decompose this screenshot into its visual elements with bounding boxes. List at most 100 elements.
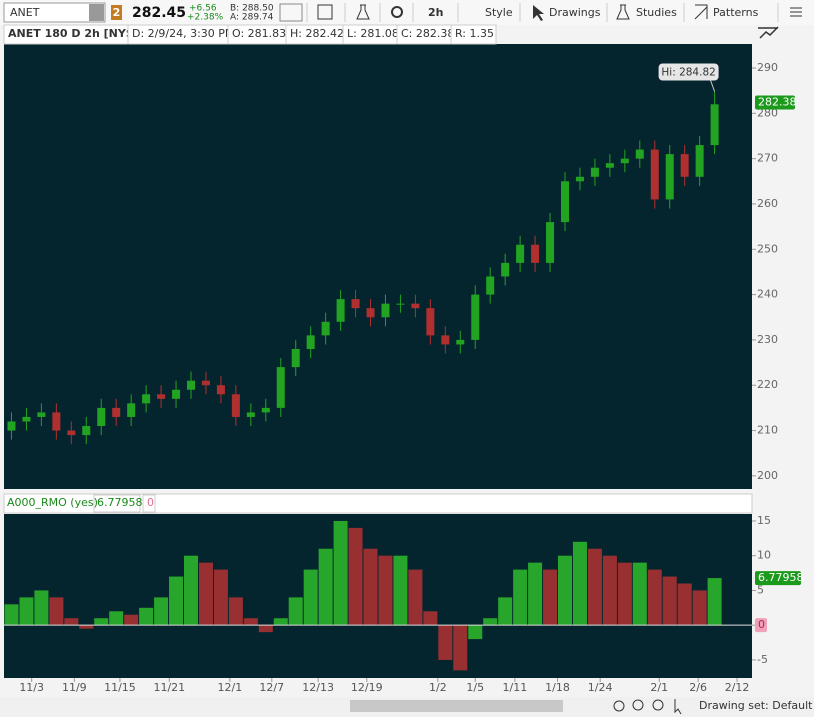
candle-body bbox=[82, 426, 91, 436]
candle-body bbox=[456, 339, 465, 345]
histogram-bar bbox=[408, 569, 423, 626]
candle-body bbox=[231, 394, 240, 417]
x-tick-label: 1/5 bbox=[466, 681, 484, 694]
menu-button[interactable] bbox=[790, 7, 802, 17]
candle-body bbox=[291, 348, 300, 368]
candle-body bbox=[52, 412, 61, 431]
annotation-pointer bbox=[710, 80, 716, 92]
timeframe[interactable]: 2h bbox=[428, 6, 444, 19]
histogram-bar bbox=[64, 618, 79, 626]
style-button[interactable]: Style bbox=[485, 6, 513, 19]
zoom-controls[interactable] bbox=[613, 699, 682, 715]
lab-button[interactable] bbox=[356, 4, 370, 20]
symbol-box[interactable] bbox=[3, 2, 106, 23]
settings-button[interactable] bbox=[391, 6, 403, 18]
histogram-bar bbox=[79, 625, 94, 629]
y-tick-label: 240 bbox=[757, 288, 778, 301]
toolbar bbox=[0, 0, 814, 25]
patterns-button[interactable]: Patterns bbox=[713, 6, 759, 19]
histogram-bar bbox=[587, 548, 602, 626]
scrollbar-thumb[interactable] bbox=[350, 700, 563, 712]
histogram-bar bbox=[632, 562, 647, 626]
candle-body bbox=[605, 163, 614, 168]
study-zero: 0 bbox=[147, 496, 154, 509]
histogram-bar bbox=[677, 583, 692, 626]
candle-body bbox=[635, 149, 644, 159]
candle-body bbox=[336, 299, 345, 322]
symbol-dropdown[interactable] bbox=[89, 4, 104, 21]
change-pct: +2.38% bbox=[187, 13, 224, 23]
candle-body bbox=[710, 104, 719, 146]
y-tick-label: 15 bbox=[757, 514, 771, 527]
candle-body bbox=[276, 367, 285, 408]
ask: A: 289.74 bbox=[230, 13, 274, 23]
study-header bbox=[3, 493, 753, 514]
histogram-bar bbox=[468, 625, 483, 640]
snapshot-button[interactable] bbox=[317, 4, 333, 20]
info-cell bbox=[450, 24, 497, 45]
info-text: H: 282.42 bbox=[290, 27, 344, 40]
histogram-bar bbox=[662, 576, 677, 626]
chart-style-icon[interactable] bbox=[758, 26, 779, 39]
histogram-bar bbox=[647, 569, 662, 626]
candle-body bbox=[127, 403, 136, 417]
candle-body bbox=[575, 176, 584, 182]
candle-body bbox=[216, 385, 225, 395]
candle-body bbox=[411, 303, 420, 309]
candle-body bbox=[516, 244, 525, 263]
histogram-bar bbox=[34, 590, 49, 626]
histogram-bar bbox=[423, 611, 438, 626]
y-tick-label: 210 bbox=[757, 424, 778, 437]
histogram-bar bbox=[572, 541, 587, 626]
histogram-bar bbox=[318, 548, 333, 626]
y-tick-label: 270 bbox=[757, 152, 778, 165]
histogram-bar bbox=[303, 569, 318, 626]
histogram-bar bbox=[228, 597, 243, 626]
candle-body bbox=[590, 167, 599, 177]
price-tag-text: 282.38 bbox=[758, 96, 797, 109]
histogram-bar bbox=[498, 597, 513, 626]
x-tick-label: 11/21 bbox=[153, 681, 185, 694]
candle-body bbox=[561, 181, 569, 223]
candle-body bbox=[306, 335, 315, 349]
x-tick-label: 2/12 bbox=[725, 681, 750, 694]
y-tick-label: 280 bbox=[757, 106, 778, 119]
zero-tag bbox=[755, 618, 767, 633]
x-tick-label: 1/18 bbox=[545, 681, 570, 694]
x-tick-label: 11/3 bbox=[19, 681, 44, 694]
candle-body bbox=[546, 222, 555, 263]
y-tick-label: 290 bbox=[757, 61, 778, 74]
candle-body bbox=[695, 145, 704, 177]
annotation: Hi: 284.82 bbox=[661, 66, 715, 78]
share-button[interactable] bbox=[279, 3, 303, 22]
candle-body bbox=[67, 430, 76, 436]
zero-tag-text: 0 bbox=[758, 618, 765, 631]
histogram-bar bbox=[528, 562, 543, 626]
x-tick-label: 1/24 bbox=[588, 681, 613, 694]
info-text: R: 1.35 bbox=[455, 27, 494, 40]
candle-body bbox=[201, 380, 210, 386]
annotation-box bbox=[658, 63, 719, 81]
drawings-button[interactable]: Drawings bbox=[549, 6, 601, 19]
x-tick-label: 1/11 bbox=[503, 681, 528, 694]
badge-text: 2 bbox=[113, 6, 121, 19]
last-price: 282.45 bbox=[132, 5, 186, 21]
symbol: ANET bbox=[10, 6, 40, 19]
histogram-bar bbox=[198, 562, 213, 626]
candle-body bbox=[261, 407, 270, 413]
candle-body bbox=[650, 149, 659, 200]
histogram-bar bbox=[288, 597, 303, 626]
histogram-bar bbox=[602, 555, 617, 626]
candle-body bbox=[97, 407, 106, 427]
studies-button[interactable]: Studies bbox=[636, 6, 677, 19]
histogram-bar bbox=[438, 625, 453, 660]
histogram-bar bbox=[94, 618, 109, 626]
change: +6.56 bbox=[189, 4, 217, 14]
info-text: ANET 180 D 2h [NYSE] bbox=[8, 27, 146, 40]
histogram-bar bbox=[333, 520, 348, 626]
histogram-bar bbox=[4, 604, 19, 626]
drawing-set[interactable]: Drawing set: Default bbox=[699, 699, 813, 712]
y-tick-label: 10 bbox=[757, 549, 771, 562]
info-text: D: 2/9/24, 3:30 PM bbox=[132, 27, 234, 40]
